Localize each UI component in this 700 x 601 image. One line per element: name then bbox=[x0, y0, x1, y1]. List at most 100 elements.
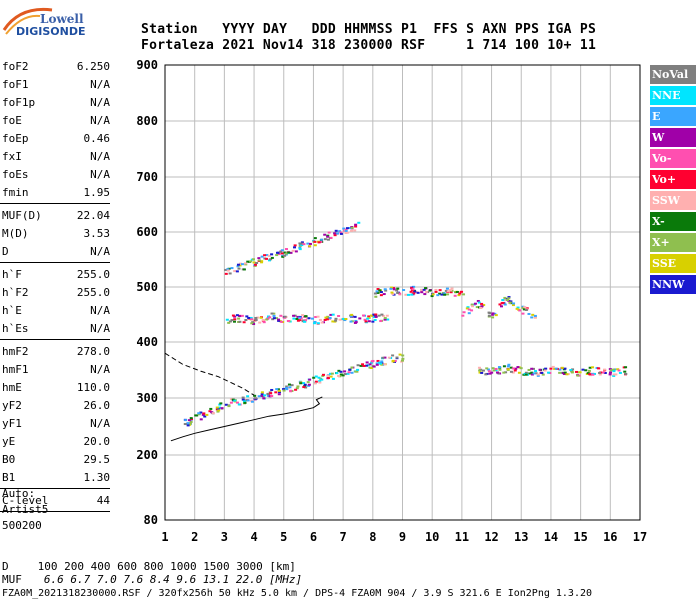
data-point bbox=[323, 318, 327, 321]
data-point bbox=[524, 308, 528, 311]
data-point bbox=[347, 371, 351, 374]
data-point bbox=[270, 395, 274, 398]
data-point bbox=[240, 263, 244, 266]
data-point bbox=[518, 309, 522, 312]
data-point bbox=[242, 268, 246, 271]
data-point bbox=[189, 421, 193, 424]
data-point bbox=[226, 268, 230, 271]
data-point bbox=[364, 320, 368, 323]
data-point bbox=[186, 424, 190, 427]
data-point bbox=[353, 229, 357, 232]
data-point bbox=[480, 302, 484, 305]
data-point bbox=[323, 233, 327, 236]
y-tick-label: 500 bbox=[136, 280, 158, 294]
data-point bbox=[549, 367, 553, 370]
param-row: hmE 110.0 bbox=[2, 379, 110, 397]
data-point bbox=[624, 372, 628, 375]
header-row-1: Station YYYY DAY DDD HHMMSS P1 FFS S AXN… bbox=[141, 22, 597, 37]
data-point bbox=[302, 386, 306, 389]
param-label: B0 bbox=[2, 453, 16, 466]
param-label: D bbox=[2, 245, 9, 258]
data-point bbox=[412, 292, 416, 295]
param-row: h`Es N/A bbox=[2, 320, 110, 338]
data-point bbox=[252, 323, 256, 326]
data-point bbox=[298, 319, 302, 322]
data-point bbox=[366, 364, 370, 367]
data-point bbox=[404, 293, 408, 296]
data-point bbox=[492, 369, 496, 372]
data-point bbox=[471, 305, 475, 308]
data-point bbox=[245, 315, 249, 318]
data-point bbox=[344, 318, 348, 321]
data-point bbox=[571, 368, 575, 371]
param-row: foE N/A bbox=[2, 112, 110, 130]
data-point bbox=[354, 223, 358, 226]
data-point bbox=[267, 259, 271, 262]
data-point bbox=[383, 318, 387, 321]
data-point bbox=[485, 367, 489, 370]
data-point bbox=[283, 251, 287, 254]
data-point bbox=[299, 382, 303, 385]
data-point bbox=[217, 406, 221, 409]
data-point bbox=[231, 314, 235, 317]
data-point bbox=[609, 371, 613, 374]
data-point bbox=[563, 367, 567, 370]
data-point bbox=[276, 251, 280, 254]
param-row: h`F2 255.0 bbox=[2, 284, 110, 302]
data-point bbox=[268, 316, 272, 319]
data-point bbox=[378, 289, 382, 292]
data-point bbox=[587, 369, 591, 372]
data-point bbox=[467, 308, 471, 311]
data-point bbox=[218, 403, 222, 406]
x-tick-label: 3 bbox=[221, 530, 228, 544]
data-point bbox=[521, 306, 525, 309]
data-point bbox=[326, 234, 330, 237]
data-point bbox=[612, 374, 616, 377]
data-point bbox=[280, 252, 284, 255]
data-point bbox=[395, 289, 399, 292]
data-point bbox=[320, 378, 324, 381]
data-point bbox=[412, 285, 416, 288]
data-point bbox=[235, 314, 239, 317]
data-point bbox=[321, 373, 325, 376]
data-point bbox=[424, 290, 428, 293]
data-point bbox=[236, 265, 240, 268]
data-point bbox=[396, 291, 400, 294]
data-point bbox=[575, 370, 579, 373]
data-point bbox=[261, 319, 265, 322]
data-point bbox=[422, 288, 426, 291]
data-point bbox=[241, 396, 245, 399]
data-point bbox=[331, 320, 335, 323]
data-point bbox=[533, 314, 537, 317]
data-point bbox=[372, 313, 376, 316]
data-point bbox=[434, 290, 438, 293]
param-label: foEp bbox=[2, 132, 29, 145]
chart-points bbox=[183, 221, 628, 427]
data-point bbox=[263, 394, 267, 397]
data-point bbox=[331, 377, 335, 380]
data-point bbox=[311, 317, 315, 320]
data-point bbox=[511, 371, 515, 374]
data-point bbox=[538, 368, 542, 371]
param-label: M(D) bbox=[2, 227, 29, 240]
param-label: h`Es bbox=[2, 322, 29, 335]
data-point bbox=[326, 376, 330, 379]
data-point bbox=[518, 366, 522, 369]
data-point bbox=[307, 383, 311, 386]
data-point bbox=[521, 312, 525, 315]
data-point bbox=[284, 248, 288, 251]
param-label: fxI bbox=[2, 150, 22, 163]
data-point bbox=[254, 318, 258, 321]
data-point bbox=[609, 369, 613, 372]
data-point bbox=[431, 293, 435, 296]
chart-lines bbox=[164, 352, 323, 442]
data-point bbox=[253, 263, 257, 266]
data-point bbox=[391, 292, 395, 295]
data-point bbox=[517, 371, 521, 374]
data-point bbox=[270, 388, 274, 391]
data-point bbox=[509, 300, 513, 303]
data-point bbox=[251, 258, 255, 261]
data-point bbox=[236, 263, 240, 266]
data-point bbox=[210, 411, 214, 414]
